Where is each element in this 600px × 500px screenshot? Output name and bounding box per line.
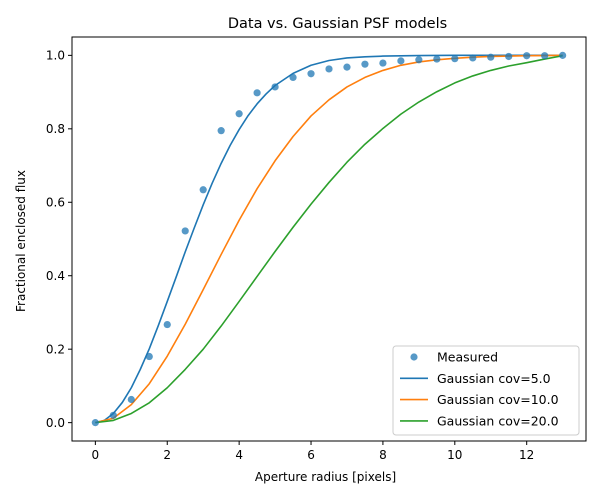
legend-frame <box>392 345 580 436</box>
y-axis-label: Fractional enclosed flux <box>14 170 28 312</box>
y-tick-label: 0.6 <box>46 195 65 209</box>
y-tick-label: 0.2 <box>46 342 65 356</box>
x-tick-label: 12 <box>519 448 534 462</box>
series-line-1 <box>95 54 563 424</box>
measured-point <box>559 51 567 59</box>
measured-point <box>253 89 261 97</box>
measured-point <box>181 227 189 235</box>
measured-point <box>505 52 513 61</box>
measured-point <box>451 55 459 63</box>
legend-label: Gaussian cov=20.0 <box>437 413 559 428</box>
measured-point <box>163 320 171 329</box>
chart-title: Data vs. Gaussian PSF models <box>228 16 447 32</box>
measured-point <box>523 52 531 60</box>
measured-point <box>91 419 99 427</box>
measured-point <box>289 73 297 81</box>
measured-point <box>415 56 423 64</box>
x-tick-label: 4 <box>235 448 243 462</box>
measured-point <box>469 54 477 62</box>
measured-point <box>217 127 225 135</box>
legend-label: Measured <box>437 350 498 365</box>
measured-point <box>379 59 387 67</box>
measured-point <box>127 395 135 404</box>
series-line-2 <box>95 54 563 424</box>
plot-frame <box>71 36 587 442</box>
measured-point <box>307 70 315 78</box>
measured-point <box>397 57 405 65</box>
measured-point <box>199 186 207 194</box>
measured-point <box>235 110 243 118</box>
x-tick-label: 8 <box>379 448 387 462</box>
measured-point <box>145 352 153 361</box>
x-tick-label: 10 <box>447 448 462 462</box>
legend-marker-measured <box>410 353 418 361</box>
x-tick-label: 2 <box>163 448 171 462</box>
measured-point <box>433 55 441 63</box>
plot-area <box>91 51 567 427</box>
measured-point <box>343 63 351 71</box>
measured-point <box>271 83 279 91</box>
measured-point <box>487 53 495 61</box>
x-axis-label: Aperture radius [pixels] <box>255 470 396 484</box>
legend-label: Gaussian cov=5.0 <box>437 371 551 386</box>
measured-point <box>325 65 333 73</box>
y-tick-label: 0.4 <box>46 269 65 283</box>
series-line-3 <box>95 54 563 424</box>
y-tick-label: 0.8 <box>46 122 65 136</box>
x-tick-label: 0 <box>92 448 100 462</box>
measured-point <box>361 60 369 68</box>
legend: Measured Gaussian cov=5.0 Gaussian cov=10.… <box>392 345 580 436</box>
y-tick-label: 1.0 <box>46 49 65 63</box>
measured-point <box>541 52 549 60</box>
axis-ticks: 0 2 4 6 8 10 12 0.0 0.2 0.4 0.6 0.8 1.0 <box>46 49 534 462</box>
y-tick-label: 0.0 <box>46 416 65 430</box>
measured-point <box>109 411 117 419</box>
legend-label: Gaussian cov=10.0 <box>437 392 559 407</box>
x-tick-label: 6 <box>307 448 315 462</box>
